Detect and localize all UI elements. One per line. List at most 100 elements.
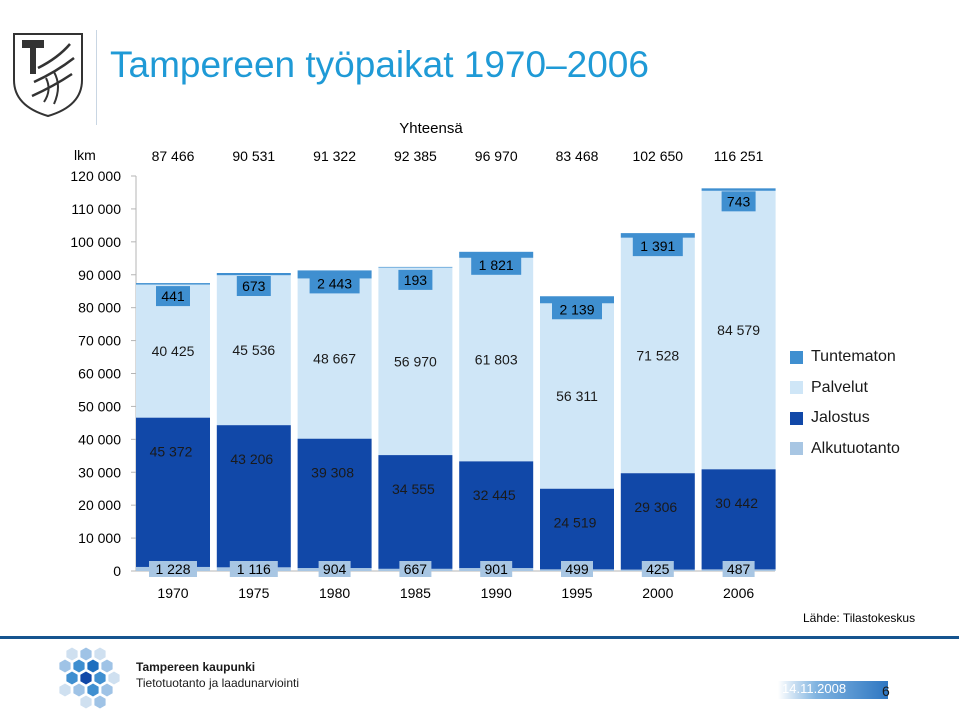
- total-label: 87 466: [152, 148, 195, 164]
- bar-segment-jalostus-1995: [540, 488, 614, 570]
- data-label-jalostus: 24 519: [554, 515, 597, 531]
- data-label-alkutuotanto: 667: [404, 561, 428, 577]
- legend-swatch: [790, 442, 803, 456]
- legend-label: Palvelut: [811, 378, 868, 396]
- y-axis-label: lkm: [74, 147, 96, 163]
- data-label-tuntematon: 743: [727, 193, 751, 209]
- x-tick-label: 1970: [157, 585, 188, 601]
- data-label-jalostus: 30 442: [715, 495, 758, 511]
- bar-segment-palvelut-1985: [378, 267, 453, 456]
- legend-item-tuntematon: Tuntematon: [790, 342, 900, 373]
- data-label-bg: [641, 561, 674, 577]
- bar-segment-jalostus-2000: [620, 473, 695, 570]
- y-tick-label: 50 000: [78, 398, 121, 414]
- data-label-bg: [721, 191, 756, 212]
- data-label-tuntematon: 2 139: [559, 301, 594, 317]
- bar-segment-tuntematon-1985: [378, 266, 453, 268]
- data-label-alkutuotanto: 901: [485, 561, 509, 577]
- y-tick-label: 80 000: [78, 300, 121, 316]
- total-label: 116 251: [714, 148, 764, 164]
- data-label-tuntematon: 1 391: [640, 238, 675, 254]
- x-tick-label: 2006: [723, 585, 754, 601]
- x-tick-label: 1980: [319, 585, 350, 601]
- data-label-bg: [552, 299, 602, 320]
- footer-date: 14.11.2008: [782, 681, 847, 696]
- data-label-palvelut: 71 528: [636, 347, 679, 363]
- y-tick-label: 120 000: [70, 168, 121, 184]
- page-number: 6: [882, 683, 890, 699]
- department-name: Tietotuotanto ja laadunarviointi: [136, 676, 299, 690]
- data-label-bg: [471, 254, 522, 275]
- data-label-bg: [722, 561, 755, 577]
- total-label: 90 531: [232, 148, 275, 164]
- data-label-bg: [632, 236, 683, 257]
- data-label-alkutuotanto: 425: [646, 561, 670, 577]
- city-crest-icon: [13, 33, 83, 118]
- bar-segment-jalostus-1970: [136, 417, 210, 567]
- data-label-alkutuotanto: 499: [565, 561, 589, 577]
- source-note: Lähde: Tilastokeskus: [803, 611, 916, 625]
- y-tick-label: 110 000: [71, 201, 121, 217]
- bar-segment-palvelut-1980: [297, 278, 372, 439]
- y-tick-label: 70 000: [78, 333, 121, 349]
- data-label-jalostus: 32 445: [473, 487, 516, 503]
- bar-segment-jalostus-2006: [701, 469, 776, 570]
- data-label-alkutuotanto: 904: [323, 561, 347, 577]
- data-label-bg: [318, 561, 351, 577]
- data-label-bg: [309, 273, 360, 294]
- data-label-bg: [480, 561, 513, 577]
- legend-swatch: [790, 350, 803, 364]
- bar-segment-tuntematon-2006: [701, 188, 776, 191]
- legend-item-alkutuotanto: Alkutuotanto: [790, 434, 900, 465]
- legend-swatch: [790, 381, 803, 395]
- data-label-jalostus: 45 372: [150, 444, 193, 460]
- x-tick-label: 1995: [561, 585, 592, 601]
- data-label-tuntematon: 1 821: [479, 257, 514, 273]
- y-tick-label: 30 000: [78, 464, 121, 480]
- bar-segment-palvelut-2006: [701, 190, 776, 470]
- bar-segment-palvelut-1990: [459, 257, 534, 462]
- data-label-alkutuotanto: 1 228: [155, 561, 190, 577]
- y-tick-label: 0: [113, 563, 121, 579]
- legend-label: Jalostus: [811, 409, 870, 427]
- page-title: Tampereen työpaikat 1970–2006: [110, 44, 649, 85]
- data-label-palvelut: 40 425: [152, 343, 195, 359]
- total-label: 102 650: [632, 148, 683, 164]
- data-label-palvelut: 56 970: [394, 353, 437, 369]
- footer-divider: [0, 636, 959, 639]
- bar-segment-tuntematon-1990: [459, 251, 534, 258]
- chart-legend: Tuntematon Palvelut Jalostus Alkutuotanto: [790, 342, 900, 464]
- bar-segment-jalostus-1975: [216, 425, 291, 568]
- header-divider: [96, 30, 97, 125]
- bar-segment-jalostus-1985: [378, 455, 453, 569]
- y-tick-label: 60 000: [78, 366, 121, 382]
- y-tick-label: 40 000: [78, 431, 121, 447]
- data-label-alkutuotanto: 487: [727, 561, 751, 577]
- organization-name: Tampereen kaupunki: [136, 660, 256, 674]
- data-label-bg: [236, 276, 271, 297]
- bar-segment-tuntematon-2000: [620, 233, 695, 238]
- total-label: 96 970: [475, 148, 518, 164]
- x-tick-label: 2000: [642, 585, 673, 601]
- total-label: 83 468: [556, 148, 599, 164]
- data-label-bg: [398, 269, 433, 290]
- legend-label: Alkutuotanto: [811, 439, 900, 457]
- y-tick-label: 90 000: [78, 267, 121, 283]
- total-label: 92 385: [394, 148, 437, 164]
- data-label-tuntematon: 2 443: [317, 275, 352, 291]
- data-label-jalostus: 43 206: [230, 451, 273, 467]
- bar-segment-jalostus-1990: [459, 461, 534, 569]
- bar-segment-palvelut-2000: [620, 237, 695, 474]
- data-label-alkutuotanto: 1 116: [237, 561, 271, 577]
- data-label-jalostus: 29 306: [634, 499, 677, 515]
- data-label-palvelut: 48 667: [313, 351, 356, 367]
- bar-segment-palvelut-1970: [136, 284, 210, 418]
- bar-segment-palvelut-1975: [216, 275, 291, 426]
- bar-segment-jalostus-1980: [297, 438, 372, 569]
- data-label-bg: [149, 561, 197, 577]
- legend-item-palvelut: Palvelut: [790, 373, 900, 404]
- y-tick-label: 20 000: [78, 497, 121, 513]
- legend-label: Tuntematon: [811, 348, 896, 366]
- legend-item-jalostus: Jalostus: [790, 403, 900, 434]
